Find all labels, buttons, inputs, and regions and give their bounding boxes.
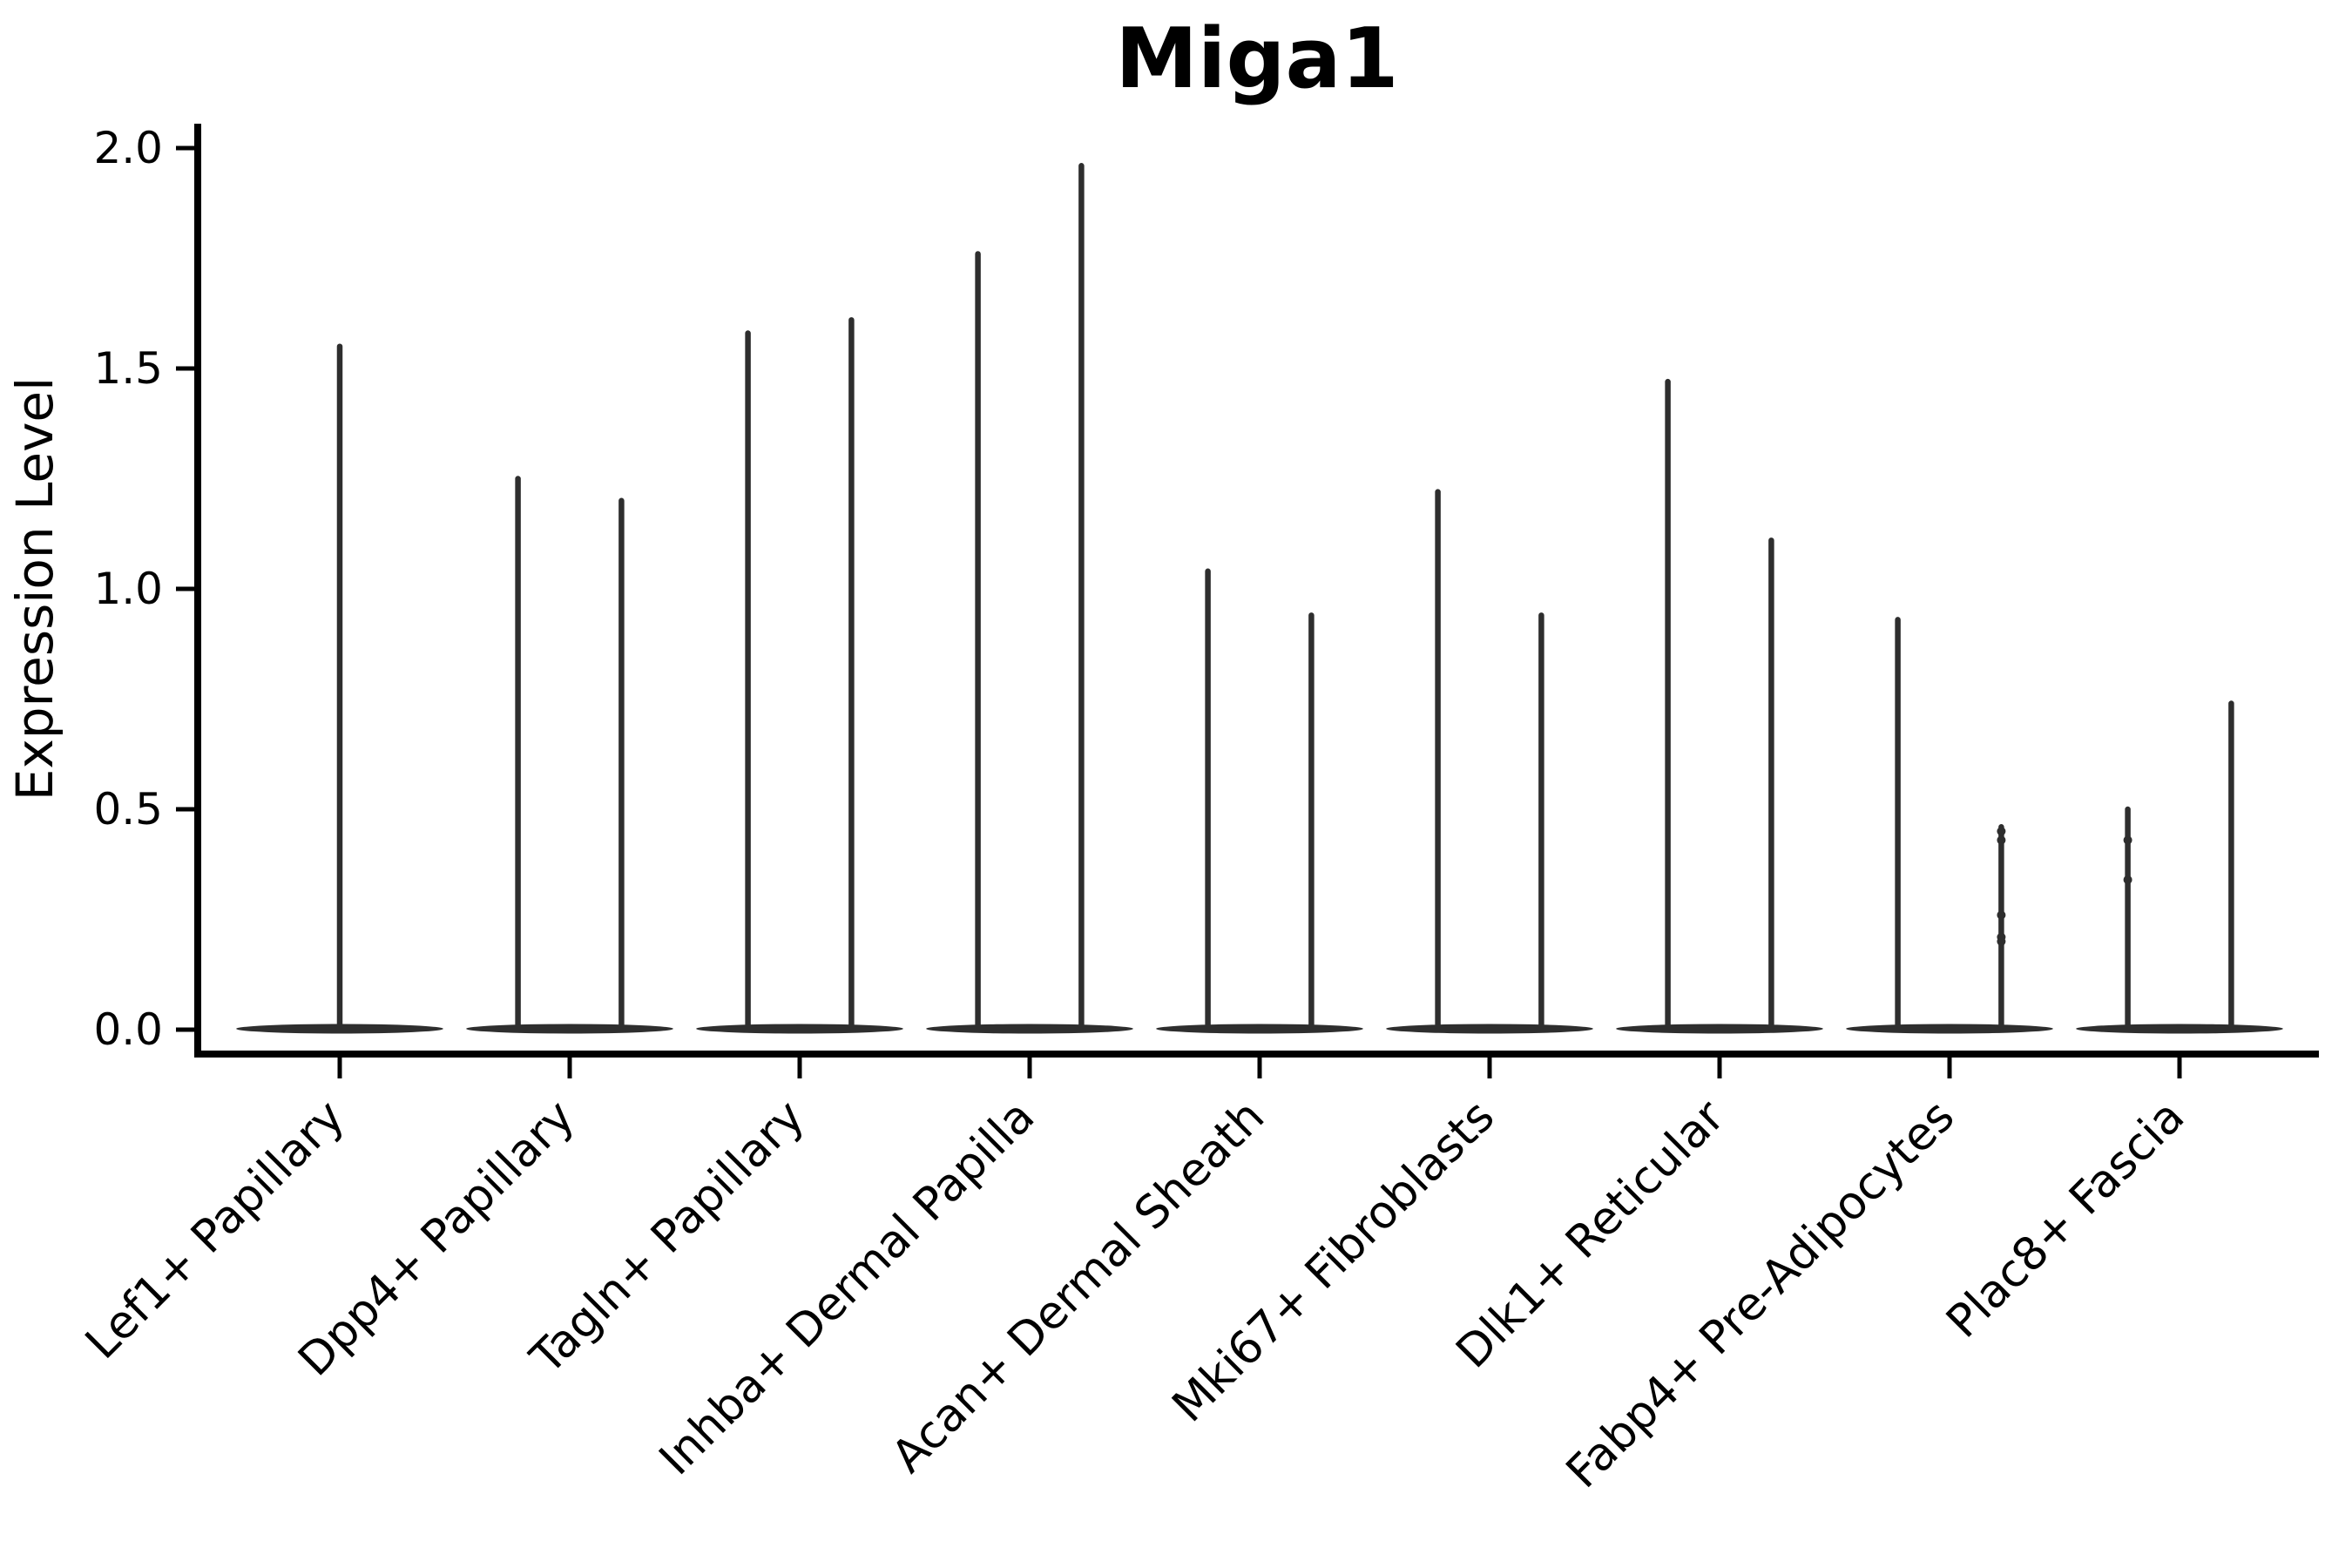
violin-base — [1846, 1024, 2053, 1034]
violin-base — [696, 1024, 903, 1034]
y-tick-label: 1.0 — [93, 564, 163, 614]
expression-point — [1997, 835, 2006, 845]
chart-title: Miga1 — [1115, 11, 1398, 107]
expression-point — [2123, 835, 2132, 845]
expression-point — [1997, 827, 2006, 836]
expression-point — [1997, 936, 2006, 946]
violin-base — [1616, 1024, 1823, 1034]
y-tick-label: 2.0 — [93, 123, 163, 173]
violins — [236, 162, 2283, 1034]
y-tick-label: 0.5 — [93, 784, 163, 835]
violin-base — [1156, 1024, 1363, 1034]
x-tick-label: Acan+ Dermal Sheath — [882, 1091, 1275, 1484]
y-tick-label: 0.0 — [93, 1004, 163, 1055]
x-tick-label: Plac8+ Fascia — [1936, 1091, 2194, 1348]
violin-base — [466, 1024, 673, 1034]
y-tick-label: 1.5 — [93, 343, 163, 394]
expression-point — [1997, 910, 2006, 920]
x-tick-label: Fabp4+ Pre-Adipocytes — [1557, 1091, 1964, 1498]
x-tick-label: Inhba+ Dermal Papilla — [650, 1091, 1044, 1485]
violin-base — [2076, 1024, 2283, 1034]
violin-base — [926, 1024, 1133, 1034]
expression-point — [2123, 875, 2132, 884]
y-axis-label: Expression Level — [5, 377, 64, 801]
y-axis-ticks: 0.0 0.5 1.0 1.5 2.0 — [93, 123, 194, 1055]
violin-base — [1386, 1024, 1593, 1034]
